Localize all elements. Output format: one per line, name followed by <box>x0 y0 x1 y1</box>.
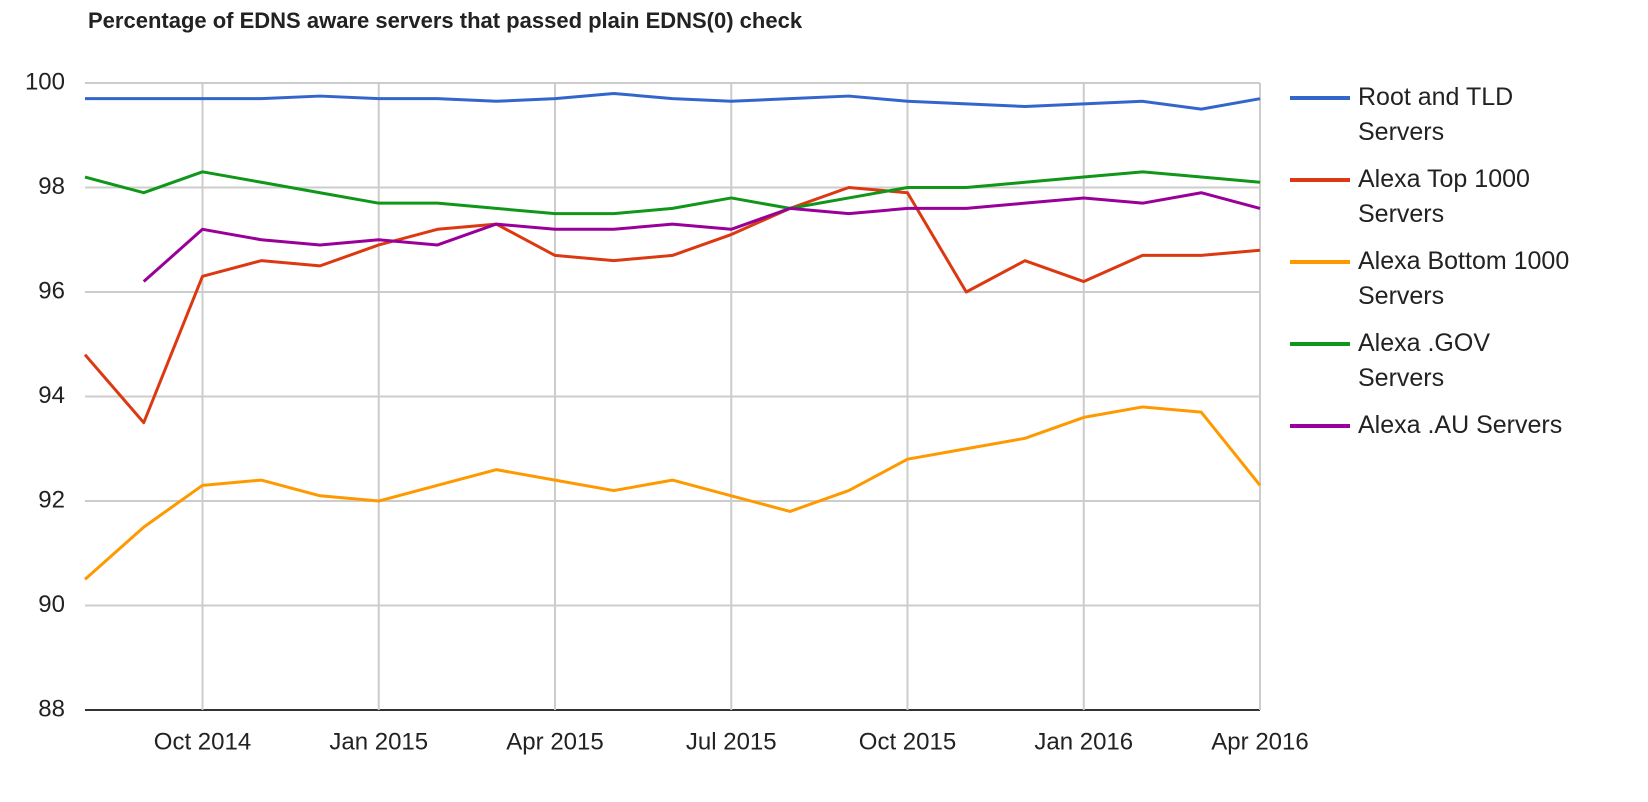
legend-item: Alexa Bottom 1000 Servers <box>1290 244 1590 314</box>
legend-item: Alexa Top 1000 Servers <box>1290 162 1590 232</box>
series-line <box>84 170 1261 216</box>
legend-item: Root and TLD Servers <box>1290 80 1590 150</box>
legend-label: Alexa Top 1000 Servers <box>1358 165 1530 228</box>
legend-swatch <box>1290 342 1350 346</box>
series-line <box>84 405 1262 581</box>
y-tick-label: 100 <box>25 68 65 95</box>
series-line <box>142 191 1261 283</box>
x-tick-label: Oct 2014 <box>154 728 251 755</box>
x-tick-label: Apr 2016 <box>1211 728 1308 755</box>
chart-title: Percentage of EDNS aware servers that pa… <box>88 8 803 33</box>
y-tick-label: 96 <box>38 277 65 304</box>
y-tick-label: 98 <box>38 173 65 200</box>
legend-label: Alexa .GOV Servers <box>1358 329 1490 392</box>
legend-item: Alexa .GOV Servers <box>1290 326 1590 396</box>
y-tick-label: 94 <box>38 382 65 409</box>
legend-swatch <box>1290 260 1350 264</box>
legend-label: Root and TLD Servers <box>1358 83 1514 146</box>
legend-label: Alexa Bottom 1000 Servers <box>1358 247 1570 310</box>
y-tick-label: 92 <box>38 486 65 513</box>
legend-swatch <box>1290 424 1350 428</box>
series-line <box>85 91 1261 111</box>
series-line <box>83 186 1261 425</box>
y-tick-label: 90 <box>38 591 65 618</box>
legend: Root and TLD Servers Alexa Top 1000 Serve… <box>1290 80 1590 455</box>
legend-swatch <box>1290 96 1350 100</box>
x-tick-label: Oct 2015 <box>859 728 956 755</box>
y-tick-label: 88 <box>38 695 65 722</box>
legend-swatch <box>1290 178 1350 182</box>
legend-label: Alexa .AU Servers <box>1358 411 1563 439</box>
x-tick-label: Jan 2015 <box>329 728 428 755</box>
x-tick-label: Jan 2016 <box>1034 728 1133 755</box>
legend-item: Alexa .AU Servers <box>1290 408 1590 443</box>
x-tick-label: Apr 2015 <box>506 728 603 755</box>
x-tick-label: Jul 2015 <box>686 728 777 755</box>
